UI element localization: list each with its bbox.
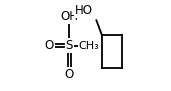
Text: OH: OH bbox=[60, 10, 78, 23]
Text: O: O bbox=[45, 39, 54, 52]
Text: CH₃: CH₃ bbox=[79, 41, 100, 51]
Text: O: O bbox=[65, 68, 74, 81]
Text: HO: HO bbox=[75, 4, 93, 17]
Text: S: S bbox=[65, 39, 73, 52]
